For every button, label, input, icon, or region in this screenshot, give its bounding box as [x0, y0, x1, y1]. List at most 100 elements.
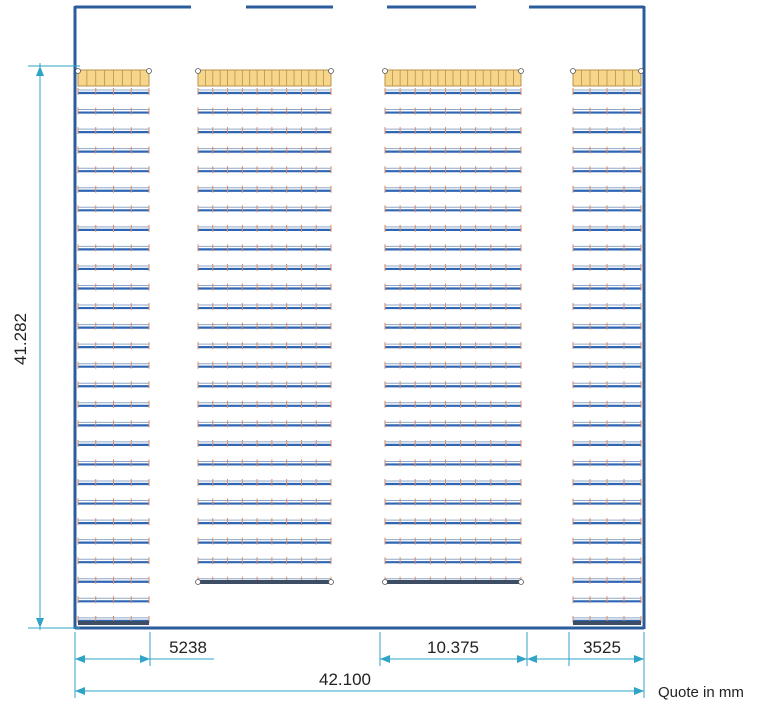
- rack-row: [77, 283, 150, 291]
- rack-row: [572, 166, 642, 174]
- rack-row: [384, 205, 522, 213]
- corner-marker: [195, 579, 201, 585]
- rack-block-3: [382, 68, 524, 585]
- rack-row: [77, 361, 150, 369]
- rack-row: [384, 518, 522, 526]
- rack-row: [77, 400, 150, 408]
- aisle-dimension-label: 5238: [169, 638, 207, 657]
- rack-row: [77, 439, 150, 447]
- rack-row: [197, 127, 332, 135]
- rack-row: [384, 263, 522, 271]
- rack-row: [384, 479, 522, 486]
- block-dimension-label: 10.375: [427, 638, 479, 657]
- rack-row: [77, 381, 150, 389]
- rack-row: [572, 263, 642, 271]
- rack-row: [572, 146, 642, 154]
- rack-row: [384, 400, 522, 408]
- building-walls: [73, 5, 646, 630]
- rack-row: [572, 361, 642, 369]
- corner-marker: [382, 579, 388, 585]
- rack-row: [572, 283, 642, 291]
- height-arrow-bottom: [36, 618, 44, 628]
- rack-row: [197, 381, 332, 389]
- rack-row: [77, 127, 150, 135]
- aisle-arrow-right: [140, 655, 150, 663]
- rack-row: [77, 420, 150, 428]
- rack-block-1: [75, 68, 152, 625]
- rack-row: [197, 303, 332, 311]
- rack-row: [77, 205, 150, 213]
- bottom-end-unit: [78, 621, 149, 625]
- rack-row: [197, 342, 332, 350]
- rack-row: [77, 342, 150, 350]
- rack-row: [77, 185, 150, 193]
- dimension-annotations: [28, 63, 645, 698]
- rack-row: [572, 381, 642, 389]
- rack-row: [572, 205, 642, 213]
- rack-row: [572, 537, 642, 545]
- rack-row: [77, 244, 150, 252]
- rack-row: [197, 400, 332, 408]
- rack-row: [197, 88, 332, 95]
- rack-row: [197, 498, 332, 506]
- rack-row: [384, 185, 522, 193]
- rack-row: [384, 303, 522, 311]
- aisle-arrow-left: [75, 655, 85, 663]
- corner-marker: [518, 579, 524, 585]
- rack-row: [572, 557, 642, 565]
- rack-row: [197, 322, 332, 330]
- rack-row: [77, 88, 150, 95]
- rack-row: [77, 576, 150, 584]
- rack-row: [77, 303, 150, 311]
- rack-row: [77, 107, 150, 115]
- rack-row: [572, 185, 642, 193]
- rack-row: [384, 88, 522, 95]
- rack-row: [384, 166, 522, 174]
- rack-row: [572, 127, 642, 135]
- rack-row: [77, 537, 150, 545]
- rack-row: [384, 439, 522, 447]
- rack-row: [572, 88, 642, 95]
- rack-row: [197, 107, 332, 115]
- total-arrow-left: [75, 687, 85, 695]
- rack-block-4: [570, 68, 644, 625]
- corner-marker: [570, 68, 576, 74]
- rack-row: [384, 283, 522, 291]
- rack-row: [384, 146, 522, 154]
- rack-row: [197, 224, 332, 232]
- rack-row: [572, 342, 642, 350]
- rack-row: [77, 479, 150, 486]
- corner-marker: [195, 68, 201, 74]
- rack-row: [572, 479, 642, 486]
- rack-row: [384, 537, 522, 545]
- rack-blocks: [75, 68, 644, 625]
- bottom-end-unit: [385, 580, 521, 584]
- rack-row: [197, 166, 332, 174]
- rack-row: [384, 342, 522, 350]
- corner-marker: [75, 68, 81, 74]
- rack-row: [197, 557, 332, 565]
- bottom-end-unit: [198, 580, 331, 584]
- rack-row: [77, 557, 150, 565]
- rack-row: [197, 244, 332, 252]
- end-block-arrow-right: [634, 655, 644, 663]
- rack-row: [197, 361, 332, 369]
- rack-row: [197, 263, 332, 271]
- rack-row: [384, 420, 522, 428]
- rack-row: [384, 127, 522, 135]
- rack-row: [572, 596, 642, 604]
- rack-row: [77, 146, 150, 154]
- rack-row: [572, 322, 642, 330]
- rack-row: [197, 537, 332, 545]
- block-arrow-right: [517, 655, 527, 663]
- rack-row: [197, 459, 332, 467]
- rack-row: [384, 224, 522, 232]
- rack-row: [77, 459, 150, 467]
- corner-marker: [328, 68, 334, 74]
- rack-row: [77, 615, 150, 623]
- rack-row: [77, 166, 150, 174]
- rack-block-2: [195, 68, 334, 585]
- corner-marker: [382, 68, 388, 74]
- bottom-end-unit: [573, 621, 641, 625]
- total-width-dimension-label: 42.100: [319, 670, 371, 689]
